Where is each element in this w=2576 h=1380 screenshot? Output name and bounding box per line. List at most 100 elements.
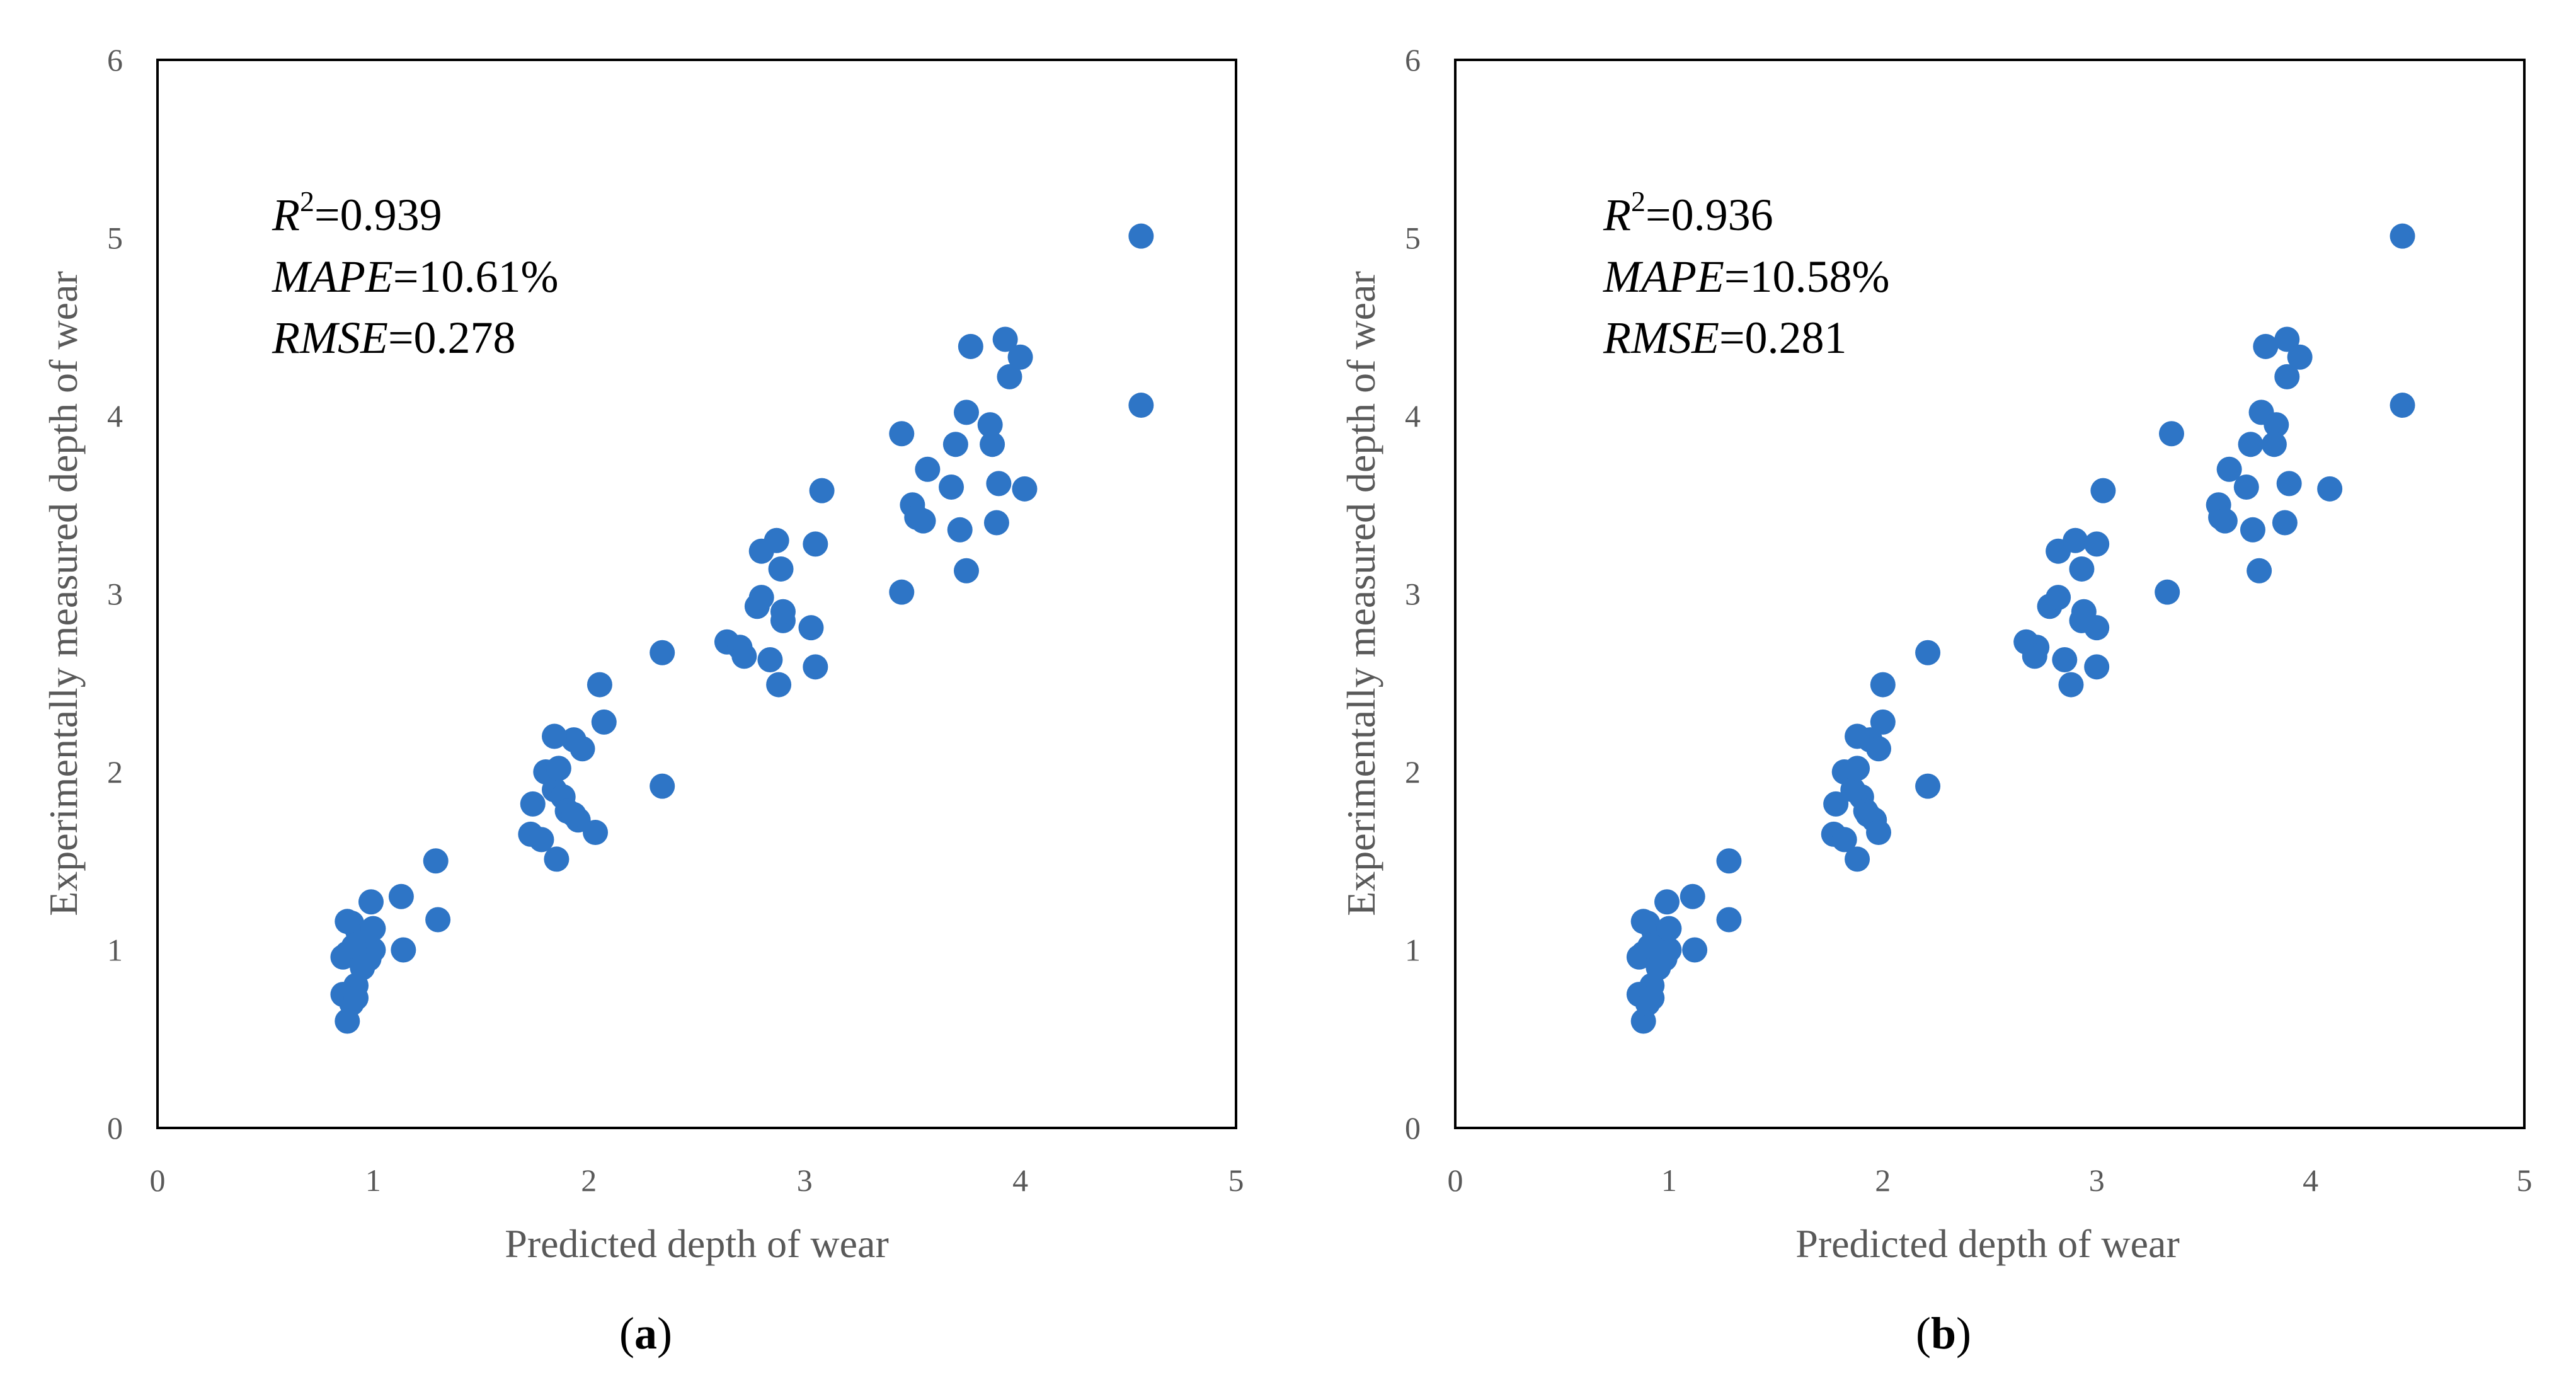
data-point [358, 889, 384, 915]
data-point [391, 937, 416, 963]
data-point [1866, 820, 1892, 846]
data-point [1831, 827, 1857, 853]
data-point [803, 654, 828, 680]
y-tick-label: 4 [107, 398, 123, 434]
x-tick-label: 3 [2089, 1163, 2105, 1198]
data-point [2216, 456, 2242, 482]
data-point [423, 848, 449, 874]
data-point [350, 955, 375, 980]
y-tick-label: 1 [1405, 933, 1421, 968]
data-point [544, 846, 570, 872]
data-point [2272, 510, 2298, 536]
data-point [529, 827, 554, 853]
data-point [2022, 643, 2047, 669]
data-point [1007, 344, 1033, 370]
data-point [2274, 364, 2300, 389]
data-point [1870, 709, 1896, 735]
x-tick-label: 1 [1661, 1163, 1677, 1198]
stats-rmse: RMSE=0.278 [272, 313, 516, 363]
panel-label-a: (a) [619, 1308, 672, 1359]
data-point [757, 647, 783, 673]
data-point [2069, 556, 2095, 582]
plot-area-frame [156, 59, 1237, 1129]
data-point [1845, 723, 1870, 749]
x-tick-label: 2 [1875, 1163, 1891, 1198]
data-point [2084, 531, 2110, 557]
data-point [1716, 907, 1742, 933]
data-point [570, 736, 595, 762]
data-point [650, 773, 675, 799]
data-point [954, 400, 979, 425]
data-point [1823, 791, 1849, 817]
data-point [343, 985, 369, 1011]
chart-panel-b: 0 1 2 3 4 5 6 0 1 2 3 4 5 R2=0.936 MAPE=10.58% RMSE… [1339, 42, 2533, 1359]
y-tick-label: 3 [107, 577, 123, 612]
data-point [2253, 333, 2279, 359]
stats-r2: R2=0.936 [1603, 185, 1773, 240]
data-point [2233, 474, 2259, 500]
data-point [2238, 432, 2264, 457]
data-point [731, 643, 757, 669]
panel-label-b: (b) [1916, 1308, 1971, 1359]
data-point [766, 672, 792, 698]
scatter-points [1626, 223, 2415, 1034]
data-point [768, 556, 794, 582]
data-point [2390, 393, 2415, 418]
data-point [542, 723, 568, 749]
data-point [2212, 508, 2238, 534]
y-tick-label: 5 [1405, 221, 1421, 256]
data-point [798, 615, 824, 641]
stats-rmse: RMSE=0.281 [1603, 313, 1847, 363]
data-point [915, 456, 941, 482]
stats-mape: MAPE=10.61% [272, 251, 559, 302]
data-point [2261, 432, 2287, 457]
data-point [650, 640, 675, 665]
y-tick-label: 4 [1405, 398, 1421, 434]
y-axis-title: Experimentally measured depth of wear [1339, 271, 1383, 916]
y-tick-label: 1 [107, 933, 123, 968]
data-point [341, 933, 367, 959]
x-tick-label: 5 [2517, 1163, 2533, 1198]
data-point [2158, 421, 2184, 447]
data-point [1915, 773, 1941, 799]
data-point [1128, 393, 1154, 418]
data-point [1915, 640, 1941, 665]
data-point [591, 709, 617, 735]
y-tick-label: 0 [1405, 1110, 1421, 1146]
data-point [983, 510, 1009, 536]
data-point [2084, 654, 2110, 680]
data-point [546, 756, 571, 781]
y-tick-label: 5 [107, 221, 123, 256]
data-point [1866, 736, 1892, 762]
plot-area-frame [1454, 59, 2526, 1129]
data-point [939, 474, 965, 500]
data-point [2287, 344, 2313, 370]
stats-r2: R2=0.939 [272, 185, 442, 240]
data-point [910, 508, 936, 534]
y-axis-title: Experimentally measured depth of wear [41, 271, 86, 916]
data-point [2046, 585, 2071, 611]
data-point [360, 916, 386, 941]
data-point [2155, 579, 2180, 605]
data-point [2084, 615, 2110, 641]
data-point [1128, 223, 1154, 249]
data-point [1012, 476, 1038, 502]
data-point [2317, 476, 2343, 502]
data-point [425, 907, 451, 933]
y-axis-ticks: 0 1 2 3 4 5 6 [107, 42, 123, 1146]
data-point [986, 471, 1012, 497]
data-point [2274, 326, 2300, 352]
data-point [2276, 471, 2302, 497]
x-tick-label: 0 [1448, 1163, 1463, 1198]
data-point [992, 326, 1018, 352]
data-point [980, 432, 1005, 457]
y-tick-label: 6 [107, 42, 123, 78]
data-point [2052, 647, 2078, 673]
data-point [803, 531, 828, 557]
data-point [2058, 672, 2084, 698]
x-tick-label: 4 [1012, 1163, 1028, 1198]
data-point [583, 820, 609, 846]
data-point [958, 333, 983, 359]
data-point [2264, 412, 2289, 438]
